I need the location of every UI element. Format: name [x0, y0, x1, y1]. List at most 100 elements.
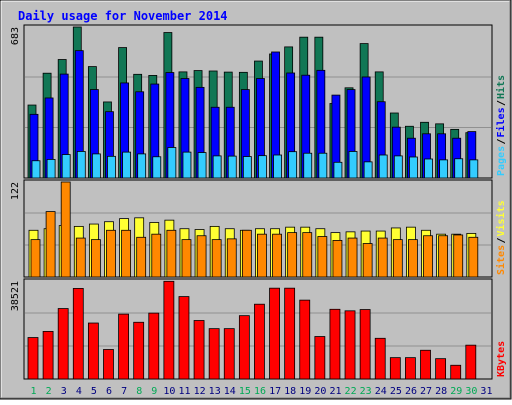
sites-bar-day-11 — [181, 239, 192, 278]
pages-bar-day-17 — [273, 154, 282, 179]
sites-bar-day-15 — [241, 229, 252, 278]
day-label-24: 24 — [375, 386, 387, 397]
kbytes-bar-day-10 — [163, 280, 175, 380]
day-labels: 1 2 3 4 5 6 7 8 9 10 11 12 13 14 15 16 17 18 19 20 21 22 23 24 2… — [31, 386, 493, 397]
sites-bar-day-1 — [30, 239, 41, 278]
kbytes-bar-day-18 — [284, 287, 296, 380]
day-label-19: 19 — [299, 386, 311, 397]
day-label-7: 7 — [121, 386, 127, 397]
pages-bar-day-23 — [363, 161, 373, 179]
legend-separator: / — [496, 237, 507, 243]
legend-pages: Pages — [496, 146, 507, 176]
pages-bar-day-7 — [122, 151, 131, 179]
pages-bar-day-15 — [242, 156, 252, 179]
day-label-21: 21 — [329, 386, 341, 397]
kbytes-bar-day-4 — [72, 288, 84, 380]
pages-bar-day-10 — [167, 147, 177, 179]
kbytes-bar-day-12 — [193, 320, 205, 380]
sites-bar-day-26 — [408, 239, 418, 278]
kbytes-bar-day-25 — [389, 357, 401, 380]
sites-bar-day-2 — [45, 211, 56, 278]
day-label-22: 22 — [345, 386, 357, 397]
pages-bar-day-2 — [46, 159, 56, 179]
day-label-8: 8 — [136, 386, 142, 397]
day-label-20: 20 — [314, 386, 326, 397]
pages-bar-day-11 — [182, 151, 192, 179]
kbytes-bar-day-17 — [269, 287, 280, 380]
kbytes-bar-day-24 — [374, 337, 386, 380]
hits-axis-max-label: 683 — [10, 27, 21, 45]
day-label-31: 31 — [480, 386, 492, 397]
kbytes-bar-day-29 — [450, 364, 462, 380]
kbytes-bar-day-11 — [178, 296, 190, 380]
kbytes-axis-max-label: 38521 — [10, 281, 21, 311]
kbytes-bar-day-19 — [299, 299, 311, 380]
pages-bar-day-19 — [303, 152, 313, 179]
day-label-3: 3 — [61, 386, 67, 397]
sites-bar-day-28 — [438, 235, 449, 278]
pages-bar-day-16 — [258, 155, 267, 179]
sites-bar-day-23 — [362, 243, 373, 278]
chart-title: Daily usage for November 2014 — [18, 9, 228, 23]
kbytes-bar-day-28 — [435, 358, 447, 380]
sites-bar-day-8 — [136, 236, 147, 278]
kbytes-bar-day-2 — [42, 331, 54, 380]
kbytes-bar-day-5 — [87, 322, 99, 380]
day-label-12: 12 — [194, 386, 206, 397]
day-label-5: 5 — [91, 386, 97, 397]
day-label-27: 27 — [420, 386, 432, 397]
pages-bar-day-8 — [137, 153, 147, 179]
legend-hits: Hits — [495, 75, 507, 99]
sites-bar-day-16 — [257, 233, 267, 278]
pages-bar-day-25 — [393, 155, 403, 179]
sites-bar-day-12 — [196, 235, 207, 278]
sites-bar-day-19 — [302, 232, 313, 278]
day-label-26: 26 — [405, 386, 417, 397]
pages-bar-day-5 — [91, 153, 101, 179]
kbytes-bar-day-7 — [118, 313, 129, 380]
sites-visits-panel: 122 Sites /Visits — [10, 179, 507, 278]
pages-bar-day-21 — [333, 161, 343, 179]
sites-bar-day-3 — [60, 181, 71, 278]
pages-bar-day-6 — [107, 155, 116, 179]
day-label-29: 29 — [450, 386, 462, 397]
kbytes-bar-day-13 — [208, 328, 220, 380]
sites-bar-day-6 — [106, 229, 116, 278]
day-label-25: 25 — [390, 386, 402, 397]
legend-visits: Visits — [495, 200, 507, 236]
kbytes-bar-day-8 — [133, 321, 145, 380]
sites-bar-day-17 — [272, 233, 282, 278]
kbytes-bar-day-20 — [314, 336, 326, 380]
legend-files: Files — [495, 107, 507, 137]
sites-bar-day-29 — [453, 234, 464, 278]
pages-bar-day-1 — [31, 160, 41, 179]
day-label-10: 10 — [163, 386, 175, 397]
day-label-6: 6 — [106, 386, 112, 397]
pages-bar-day-28 — [439, 159, 449, 179]
kbytes-bar-day-1 — [27, 337, 39, 380]
day-label-17: 17 — [269, 386, 281, 397]
kbytes-panel: 38521 KBytes — [10, 278, 507, 380]
pages-bar-day-9 — [152, 156, 162, 179]
day-label-9: 9 — [151, 386, 157, 397]
day-label-11: 11 — [178, 386, 190, 397]
legend-kbytes: KBytes — [496, 341, 507, 377]
day-label-28: 28 — [435, 386, 447, 397]
legend-separator: / — [496, 100, 507, 106]
day-label-18: 18 — [284, 386, 296, 397]
pages-bar-day-29 — [454, 158, 464, 179]
kbytes-bar-day-9 — [148, 312, 160, 380]
kbytes-bar-day-30 — [465, 344, 477, 380]
sites-bar-day-18 — [287, 232, 298, 278]
kbytes-bar-day-26 — [405, 357, 416, 380]
day-label-16: 16 — [254, 386, 266, 397]
sites-bar-day-10 — [166, 229, 177, 278]
pages-bar-day-22 — [348, 151, 358, 179]
pages-bar-day-26 — [409, 156, 418, 179]
sites-bar-day-9 — [151, 233, 162, 278]
sites-bar-day-30 — [468, 236, 479, 278]
kbytes-bar-day-14 — [223, 328, 235, 380]
legend-sites: Sites — [495, 245, 507, 275]
